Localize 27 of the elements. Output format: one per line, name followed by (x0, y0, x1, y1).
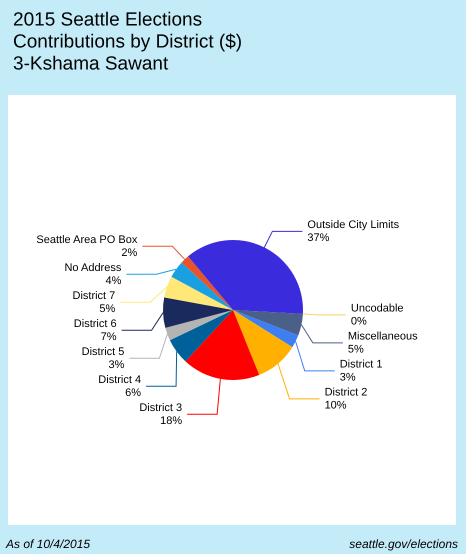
slice-label: District 7 (72, 290, 116, 302)
data-label: 10% (324, 399, 347, 412)
data-label: 4% (105, 274, 122, 287)
data-label: 3% (340, 371, 356, 384)
text: seattle.gov/elections (349, 537, 458, 551)
data-label: 3% (108, 358, 125, 371)
slice-label: District 6 (74, 318, 117, 330)
chart-title: 2015 Seattle Elections Contributions by District ($) 3-Kshama Sawant (13, 10, 242, 74)
data-label: 6% (125, 386, 142, 399)
slice-label: Miscellaneous (348, 330, 418, 342)
data-label: 7% (100, 330, 117, 343)
slice-label: Outside City Limits (307, 218, 400, 231)
legend-label: Uncodable (350, 302, 404, 314)
data-label: 18% (160, 414, 182, 427)
data-label: 5% (99, 302, 116, 315)
text: As of 10/4/2015 (5, 537, 90, 551)
data-label: 2% (121, 246, 138, 259)
data-label: 37% (307, 232, 330, 244)
slice-label: District 2 (324, 386, 368, 398)
slice-label: District 5 (82, 346, 124, 358)
slice-label: District 4 (98, 374, 142, 386)
slice-label: District 1 (340, 358, 383, 370)
text: 0% (350, 315, 367, 328)
data-label: 5% (348, 343, 364, 356)
slice-label: Seattle Area PO Box (36, 234, 138, 246)
slice-label: No Address (64, 262, 122, 274)
slice-label: District 3 (139, 402, 182, 414)
